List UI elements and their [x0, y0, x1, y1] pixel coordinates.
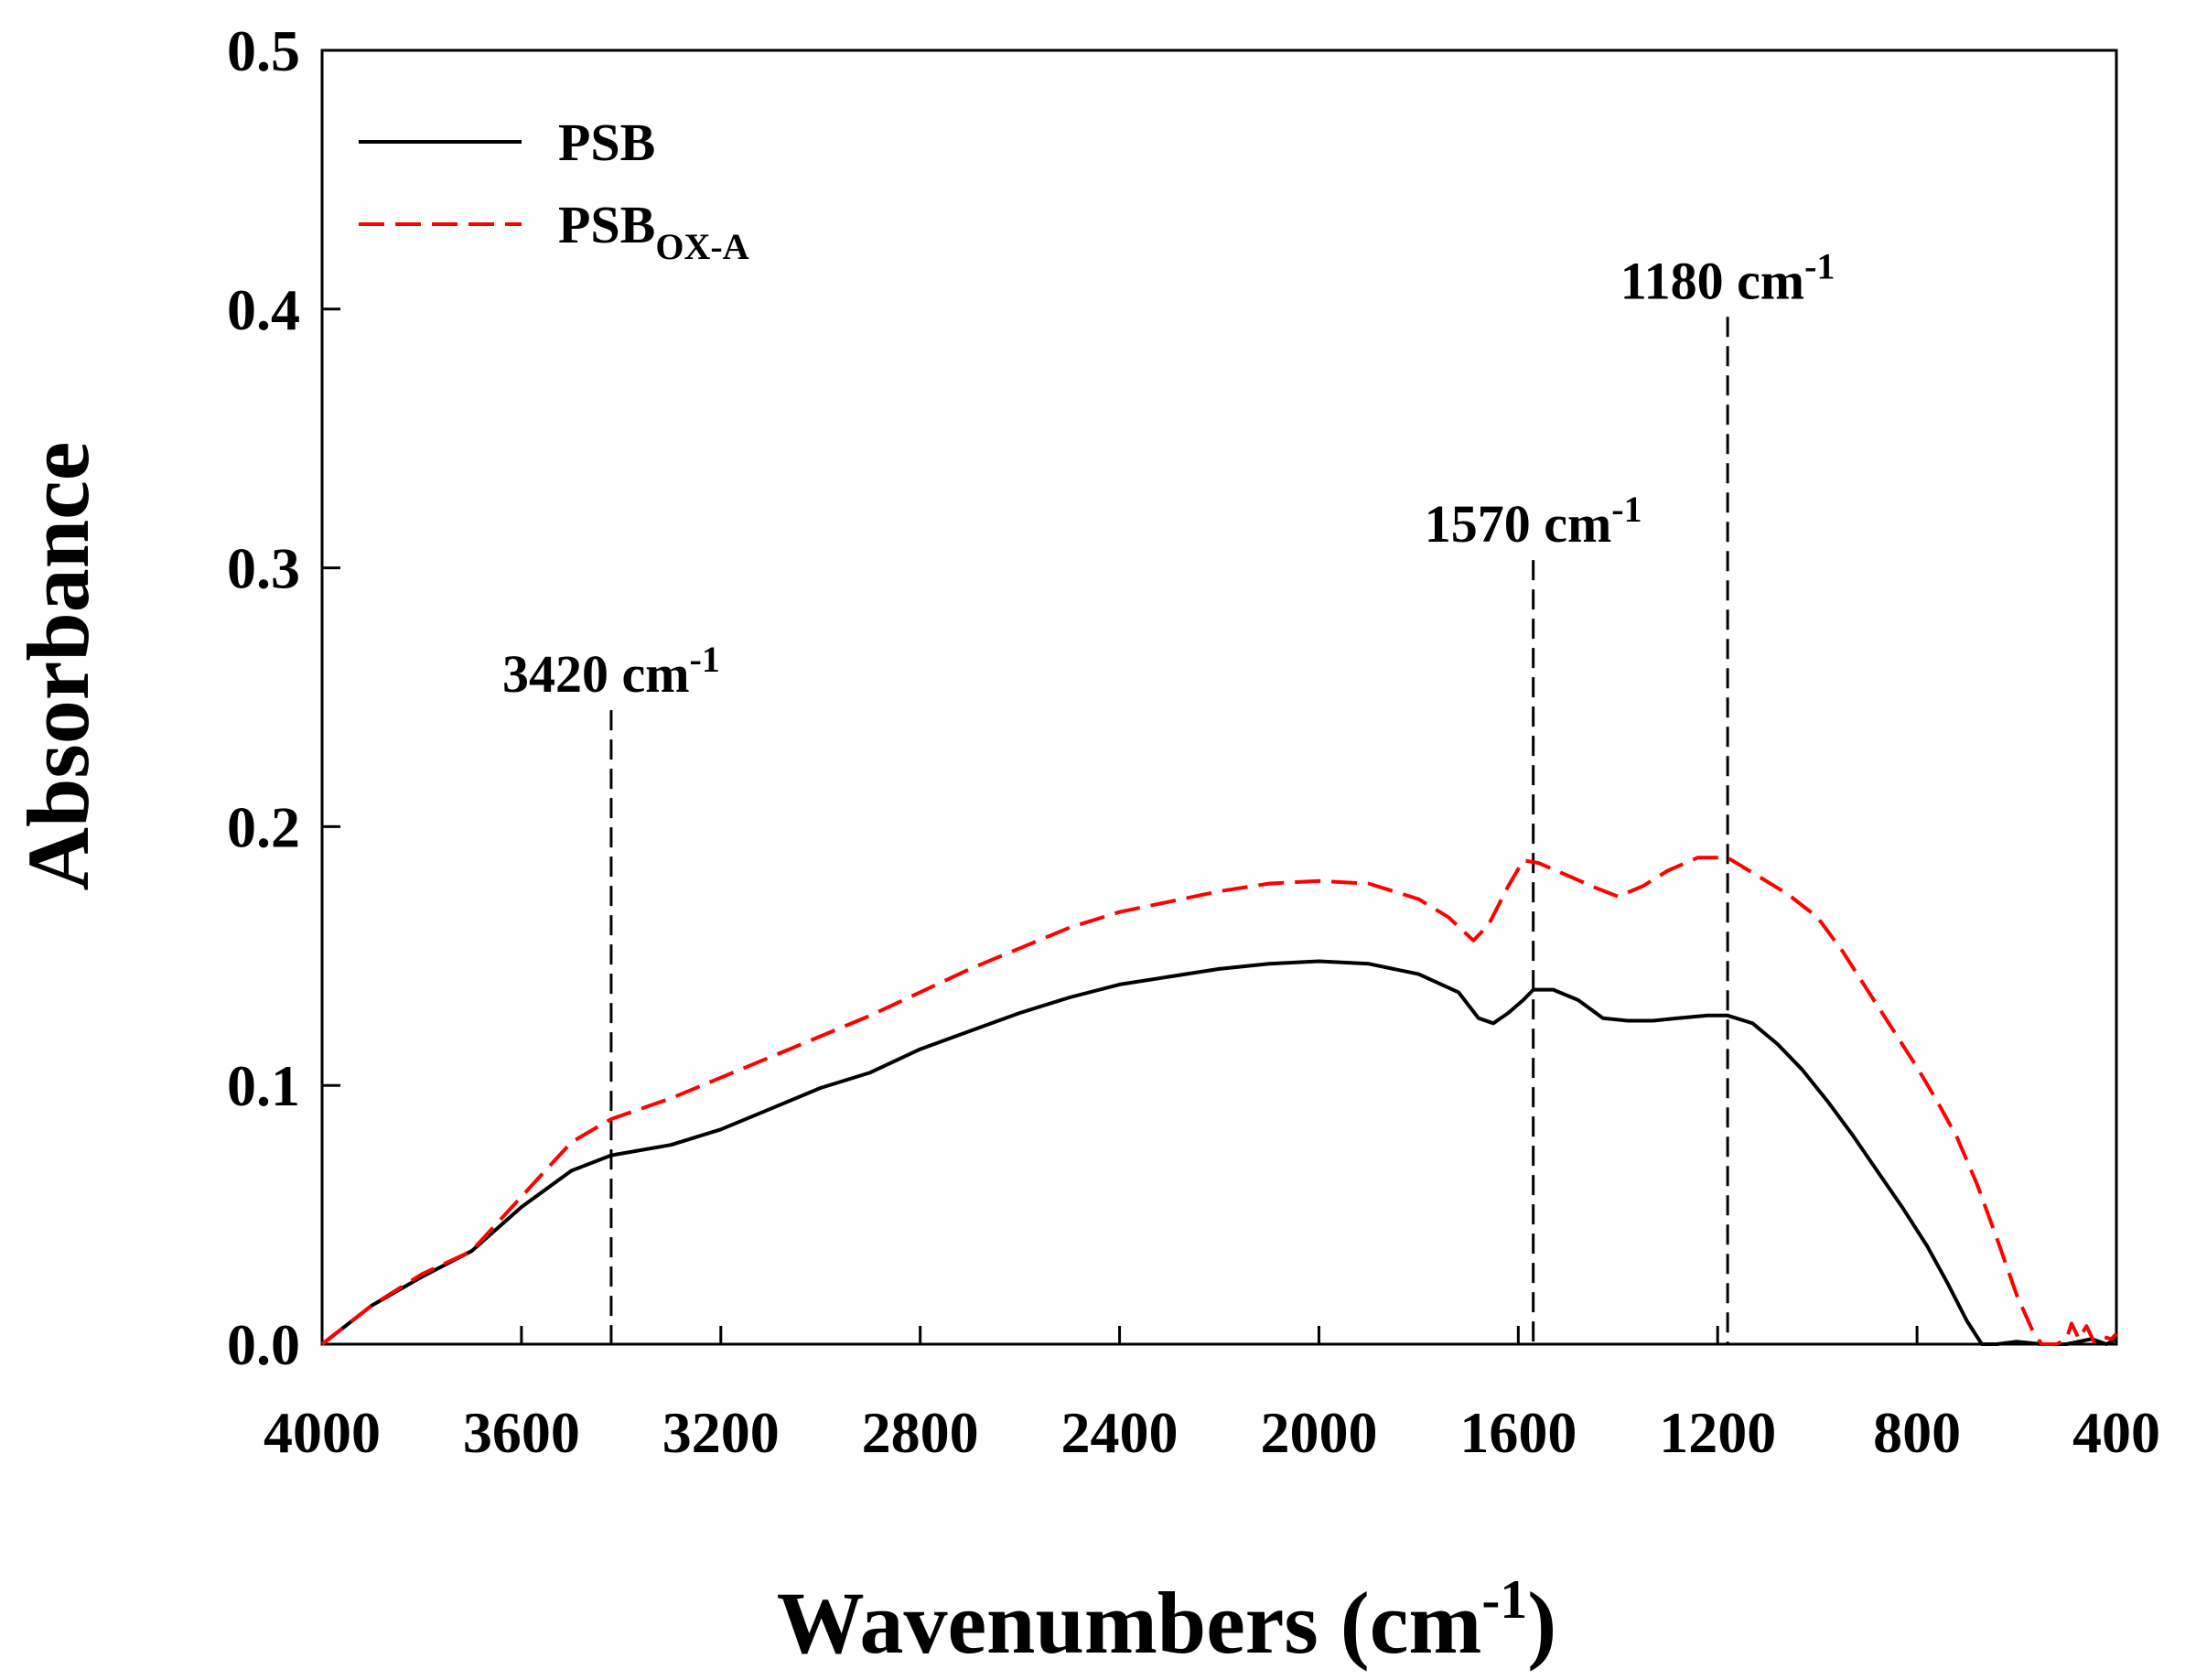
annotation-label-sup: -1: [1611, 489, 1642, 530]
y-tick-label: 0.0: [227, 1312, 300, 1377]
legend-label-main: PSB: [558, 113, 655, 172]
x-axis-title-unit: (cm: [1340, 1574, 1482, 1672]
annotation-label-sup: -1: [690, 639, 720, 680]
legend-label-1: PSB: [558, 113, 655, 172]
annotation-label-text: 1570 cm: [1425, 494, 1612, 554]
x-tick-label: 2400: [1061, 1400, 1179, 1465]
plot-frame: [320, 48, 2118, 1346]
annotation-label: 1570 cm-1: [1425, 489, 1642, 554]
y-axis-title: Absorbance: [9, 442, 107, 891]
y-tick-label: 0.1: [227, 1053, 300, 1118]
x-axis-title-unit-close: ): [1527, 1574, 1556, 1672]
x-tick-label: 400: [2072, 1400, 2160, 1465]
y-tick-label: 0.5: [227, 18, 300, 83]
y-tick-label: 0.3: [227, 536, 300, 601]
annotation-label-text: 3420 cm: [502, 644, 690, 704]
x-tick-label: 800: [1873, 1400, 1961, 1465]
x-tick-label: 2800: [862, 1400, 979, 1465]
annotation-label-text: 1180 cm: [1620, 251, 1804, 310]
y-tick-label: 0.2: [227, 794, 300, 859]
x-tick-label: 2000: [1260, 1400, 1377, 1465]
x-tick-label: 1200: [1659, 1400, 1776, 1465]
annotation-label: 3420 cm-1: [502, 639, 720, 704]
x-axis-title: Wavenumbers (cm-1): [777, 1569, 1557, 1672]
x-tick-label: 3200: [662, 1400, 780, 1465]
x-axis-title-unit-sup: -1: [1481, 1569, 1527, 1630]
annotation-label: 1180 cm-1: [1620, 245, 1835, 310]
x-tick-label: 3600: [463, 1400, 580, 1465]
series-line-1: [320, 959, 2117, 1346]
legend-label-sub: OX-A: [655, 226, 748, 267]
series-line-2: [320, 856, 2118, 1346]
annotation-label-sup: -1: [1804, 245, 1835, 286]
x-tick-label: 1600: [1459, 1400, 1577, 1465]
x-tick-label: 4000: [264, 1400, 381, 1465]
legend-label-2: PSBOX-A: [558, 195, 749, 267]
y-tick-label: 0.4: [227, 277, 300, 342]
x-axis-title-main: Wavenumbers: [777, 1574, 1319, 1672]
legend-label-main: PSB: [558, 195, 655, 254]
